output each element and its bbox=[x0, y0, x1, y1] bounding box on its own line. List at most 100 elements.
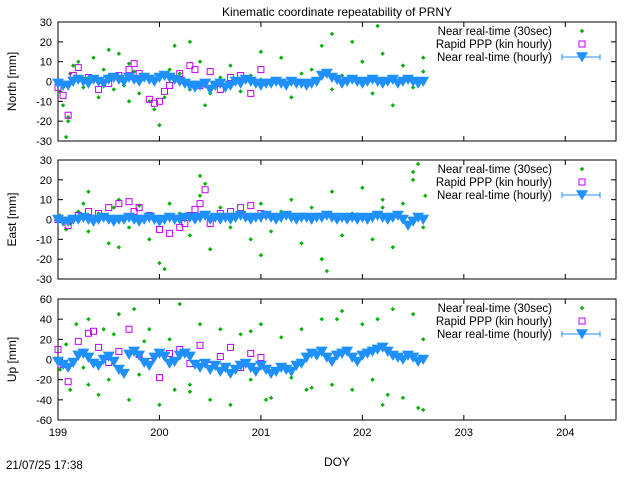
legend-marker bbox=[579, 305, 585, 311]
data-point-near-real-time-30sec bbox=[410, 311, 416, 317]
data-point-rapid-ppp bbox=[74, 337, 82, 345]
data-point-near-real-time-30sec bbox=[60, 103, 66, 108]
data-point-near-real-time-30sec bbox=[375, 316, 380, 322]
data-point-near-real-time-hourly bbox=[199, 358, 212, 369]
ytick-label: 30 bbox=[40, 155, 52, 167]
legend-label: Rapid PPP (kin hourly) bbox=[436, 177, 552, 189]
legend-label: Near real-time (hourly) bbox=[437, 329, 552, 341]
data-point-near-real-time-30sec bbox=[263, 397, 269, 403]
data-point-near-real-time-30sec bbox=[162, 266, 167, 272]
data-point-near-real-time-30sec bbox=[65, 118, 71, 124]
data-point-rapid-ppp bbox=[226, 208, 234, 216]
data-point-near-real-time-30sec bbox=[380, 51, 385, 56]
legend-label: Near real-time (30sec) bbox=[438, 303, 553, 315]
xtick-label: 203 bbox=[455, 427, 473, 439]
data-point-near-real-time-30sec bbox=[187, 382, 193, 387]
data-point-near-real-time-30sec bbox=[136, 372, 142, 377]
data-point-rapid-ppp bbox=[161, 87, 169, 95]
data-point-near-real-time-30sec bbox=[207, 397, 213, 403]
data-point-near-real-time-30sec bbox=[106, 241, 111, 246]
data-point-near-real-time-30sec bbox=[299, 71, 304, 76]
data-point-near-real-time-hourly bbox=[199, 78, 212, 89]
xtick-label: 201 bbox=[252, 427, 270, 439]
data-point-near-real-time-30sec bbox=[228, 63, 233, 68]
data-point-near-real-time-30sec bbox=[339, 308, 345, 314]
ytick-label: -20 bbox=[36, 116, 52, 128]
data-point-near-real-time-30sec bbox=[57, 367, 63, 372]
data-point-near-real-time-30sec bbox=[289, 95, 294, 100]
data-point-near-real-time-hourly bbox=[417, 76, 430, 87]
data-point-near-real-time-30sec bbox=[91, 55, 96, 60]
data-point-rapid-ppp bbox=[155, 97, 163, 105]
data-point-near-real-time-30sec bbox=[187, 233, 193, 238]
data-point-near-real-time-30sec bbox=[202, 181, 208, 186]
data-point-near-real-time-30sec bbox=[126, 99, 132, 104]
data-point-near-real-time-30sec bbox=[370, 91, 375, 96]
data-point-near-real-time-hourly bbox=[295, 358, 308, 369]
data-point-near-real-time-30sec bbox=[360, 59, 365, 64]
ytick-label: 0 bbox=[46, 355, 52, 367]
ytick-label: -30 bbox=[36, 274, 52, 286]
data-point-near-real-time-30sec bbox=[116, 197, 122, 202]
data-point-near-real-time-30sec bbox=[65, 115, 71, 120]
data-point-near-real-time-30sec bbox=[415, 161, 421, 167]
data-point-near-real-time-30sec bbox=[309, 67, 314, 72]
data-point-near-real-time-30sec bbox=[136, 91, 142, 96]
data-point-near-real-time-30sec bbox=[400, 201, 406, 206]
legend-marker bbox=[576, 52, 588, 63]
data-point-near-real-time-30sec bbox=[329, 382, 335, 387]
data-point-near-real-time-hourly bbox=[183, 351, 196, 362]
data-point-near-real-time-30sec bbox=[350, 39, 355, 45]
data-point-near-real-time-30sec bbox=[167, 337, 172, 342]
data-point-rapid-ppp bbox=[95, 343, 103, 351]
data-point-near-real-time-30sec bbox=[334, 316, 340, 322]
data-point-near-real-time-30sec bbox=[360, 185, 365, 190]
data-point-near-real-time-hourly bbox=[315, 346, 328, 357]
legend-marker bbox=[576, 329, 588, 340]
data-point-near-real-time-30sec bbox=[390, 245, 395, 250]
data-point-near-real-time-30sec bbox=[152, 107, 157, 112]
data-point-near-real-time-30sec bbox=[106, 377, 111, 382]
data-point-near-real-time-hourly bbox=[285, 366, 298, 377]
data-point-rapid-ppp bbox=[145, 95, 153, 103]
data-point-near-real-time-30sec bbox=[380, 197, 385, 202]
data-point-near-real-time-30sec bbox=[380, 402, 385, 408]
data-point-near-real-time-30sec bbox=[218, 205, 223, 210]
data-point-near-real-time-30sec bbox=[101, 327, 106, 332]
data-point-near-real-time-30sec bbox=[197, 193, 203, 198]
ytick-label: -60 bbox=[36, 415, 52, 427]
data-point-near-real-time-30sec bbox=[421, 225, 426, 230]
data-point-near-real-time-hourly bbox=[188, 359, 201, 370]
data-point-near-real-time-30sec bbox=[268, 229, 274, 234]
data-point-near-real-time-30sec bbox=[126, 225, 132, 230]
data-point-near-real-time-hourly bbox=[158, 351, 171, 362]
data-point-rapid-ppp bbox=[191, 66, 199, 74]
data-point-near-real-time-30sec bbox=[157, 260, 162, 266]
data-point-rapid-ppp bbox=[130, 60, 138, 68]
ylabel: Up [mm] bbox=[5, 337, 19, 382]
data-point-near-real-time-30sec bbox=[319, 256, 324, 262]
data-point-near-real-time-hourly bbox=[310, 76, 323, 87]
data-point-near-real-time-30sec bbox=[116, 245, 122, 250]
data-point-near-real-time-30sec bbox=[111, 332, 116, 337]
data-point-near-real-time-30sec bbox=[238, 89, 243, 94]
data-point-near-real-time-hourly bbox=[62, 362, 75, 373]
data-point-near-real-time-30sec bbox=[350, 387, 355, 392]
ytick-label: 0 bbox=[46, 77, 52, 89]
legend-label: Near real-time (30sec) bbox=[438, 26, 553, 38]
xlabel: DOY bbox=[324, 455, 350, 469]
data-point-near-real-time-hourly bbox=[133, 350, 146, 361]
data-point-near-real-time-30sec bbox=[319, 316, 324, 322]
data-point-near-real-time-30sec bbox=[167, 67, 172, 72]
data-point-near-real-time-30sec bbox=[86, 189, 91, 194]
data-point-rapid-ppp bbox=[115, 347, 123, 355]
data-point-near-real-time-30sec bbox=[81, 201, 86, 206]
ytick-label: -20 bbox=[36, 375, 52, 387]
data-point-rapid-ppp bbox=[247, 202, 255, 210]
data-point-rapid-ppp bbox=[59, 91, 67, 99]
ytick-label: -40 bbox=[36, 395, 52, 407]
data-point-rapid-ppp bbox=[105, 204, 113, 212]
legend-label: Rapid PPP (kin hourly) bbox=[436, 39, 552, 51]
data-point-rapid-ppp bbox=[95, 85, 103, 93]
